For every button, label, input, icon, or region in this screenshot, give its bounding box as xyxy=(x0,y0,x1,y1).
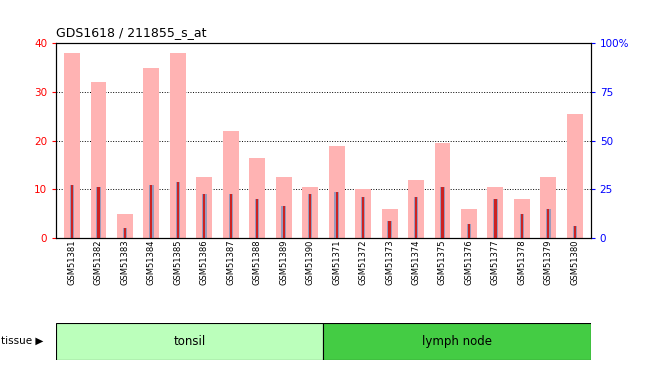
Bar xyxy=(230,194,232,238)
Bar xyxy=(494,199,496,238)
Bar xyxy=(414,196,418,238)
Bar xyxy=(177,182,179,238)
Bar xyxy=(547,209,550,238)
Text: lymph node: lymph node xyxy=(422,335,492,348)
Text: tonsil: tonsil xyxy=(174,335,206,348)
Bar xyxy=(197,177,213,238)
Bar xyxy=(493,199,498,238)
Bar xyxy=(546,209,550,238)
Bar xyxy=(574,226,576,238)
Bar xyxy=(442,187,444,238)
Bar xyxy=(488,187,504,238)
Bar xyxy=(309,194,312,238)
Bar xyxy=(203,194,205,238)
Bar xyxy=(97,187,100,238)
Bar xyxy=(387,221,392,238)
Bar xyxy=(434,143,450,238)
Bar xyxy=(335,192,338,238)
Bar xyxy=(117,214,133,238)
Bar xyxy=(355,189,371,238)
Bar xyxy=(323,322,591,360)
Text: tissue ▶: tissue ▶ xyxy=(1,336,44,346)
Bar xyxy=(143,68,159,238)
Bar xyxy=(282,206,285,238)
Bar xyxy=(335,192,339,238)
Bar xyxy=(381,209,397,238)
Bar xyxy=(90,82,106,238)
Bar xyxy=(149,184,154,238)
Bar xyxy=(361,196,366,238)
Bar xyxy=(202,194,207,238)
Bar xyxy=(170,53,185,238)
Bar xyxy=(71,184,73,238)
Bar xyxy=(249,158,265,238)
Bar xyxy=(468,224,470,238)
Bar xyxy=(362,196,364,238)
Bar xyxy=(467,224,471,238)
Text: GDS1618 / 211855_s_at: GDS1618 / 211855_s_at xyxy=(56,26,207,39)
Bar xyxy=(408,180,424,238)
Bar xyxy=(64,53,80,238)
Bar xyxy=(228,194,233,238)
Bar xyxy=(123,228,127,238)
Bar xyxy=(389,221,391,238)
Bar xyxy=(329,146,345,238)
Bar xyxy=(150,184,152,238)
Bar xyxy=(256,199,258,238)
Bar xyxy=(440,187,445,238)
Bar xyxy=(255,199,259,238)
Bar xyxy=(276,177,292,238)
Bar xyxy=(56,322,323,360)
Bar xyxy=(96,187,101,238)
Bar xyxy=(281,206,286,238)
Bar xyxy=(415,196,417,238)
Bar xyxy=(302,187,318,238)
Bar xyxy=(521,214,523,238)
Bar xyxy=(573,226,577,238)
Bar xyxy=(223,131,239,238)
Bar xyxy=(541,177,556,238)
Bar xyxy=(176,182,180,238)
Bar xyxy=(70,184,74,238)
Bar xyxy=(514,199,530,238)
Bar xyxy=(519,214,524,238)
Bar xyxy=(567,114,583,238)
Bar xyxy=(124,228,126,238)
Bar xyxy=(308,194,312,238)
Bar xyxy=(461,209,477,238)
